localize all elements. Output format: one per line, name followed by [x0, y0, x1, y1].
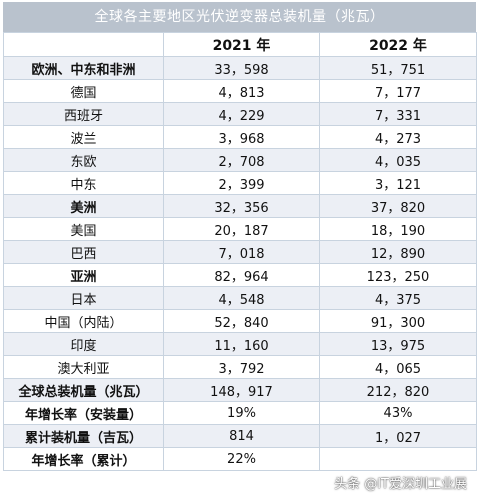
table-row: 东欧 2，708 4，035 — [3, 148, 477, 172]
row-label: 全球总装机量（兆瓦） — [3, 378, 164, 402]
installed-capacity-table: 2021 年 2022 年 欧洲、中东和非洲 33，598 51，751 德国 4，81… — [3, 32, 477, 471]
row-label: 中国（内陆） — [3, 309, 164, 333]
value-2021: 22% — [163, 447, 320, 471]
value-2021: 4，548 — [163, 286, 320, 310]
row-label: 累计装机量（吉瓦） — [3, 424, 164, 448]
row-label: 美国 — [3, 217, 164, 241]
value-2022: 7，331 — [319, 102, 477, 126]
value-2022: 13，975 — [319, 332, 477, 356]
table-row: 印度 11，160 13，975 — [3, 332, 477, 356]
watermark: 头条 @IT爱深圳工业展 — [334, 477, 467, 492]
value-2021: 20，187 — [163, 217, 320, 241]
row-label: 日本 — [3, 286, 164, 310]
value-2021: 3，968 — [163, 125, 320, 149]
value-2022: 51，751 — [319, 56, 477, 80]
table-title: 全球各主要地区光伏逆变器总装机量（兆瓦） — [3, 2, 476, 32]
table-row: 累计装机量（吉瓦） 814 1，027 — [3, 424, 477, 448]
value-2022: 4，273 — [319, 125, 477, 149]
row-label: 印度 — [3, 332, 164, 356]
value-2021: 32，356 — [163, 194, 320, 218]
row-label: 巴西 — [3, 240, 164, 264]
table-row: 波兰 3，968 4，273 — [3, 125, 477, 149]
row-label: 年增长率（累计） — [3, 447, 164, 471]
value-2021: 148，917 — [163, 378, 320, 402]
table-row: 全球总装机量（兆瓦） 148，917 212，820 — [3, 378, 477, 402]
value-2022: 3，121 — [319, 171, 477, 195]
value-2021: 4，813 — [163, 79, 320, 103]
table-row: 德国 4，813 7，177 — [3, 79, 477, 103]
header-year-2021: 2021 年 — [163, 32, 320, 57]
header-label-column — [3, 32, 164, 57]
value-2022: 123，250 — [319, 263, 477, 287]
table-row: 年增长率（安装量） 19% 43% — [3, 401, 477, 425]
table-row: 亚洲 82，964 123，250 — [3, 263, 477, 287]
value-2022: 18，190 — [319, 217, 477, 241]
value-2021: 814 — [163, 424, 320, 448]
value-2022: 7，177 — [319, 79, 477, 103]
value-2022: 12，890 — [319, 240, 477, 264]
value-2022: 43% — [319, 401, 477, 425]
table-row: 年增长率（累计） 22% — [3, 447, 477, 471]
value-2021: 52，840 — [163, 309, 320, 333]
row-label: 澳大利亚 — [3, 355, 164, 379]
row-label: 亚洲 — [3, 263, 164, 287]
value-2022: 212，820 — [319, 378, 477, 402]
table-row: 欧洲、中东和非洲 33，598 51，751 — [3, 56, 477, 80]
value-2021: 11，160 — [163, 332, 320, 356]
header-row: 2021 年 2022 年 — [3, 32, 477, 57]
value-2022 — [319, 447, 477, 471]
row-label: 波兰 — [3, 125, 164, 149]
row-label: 中东 — [3, 171, 164, 195]
row-label: 德国 — [3, 79, 164, 103]
table-body: 欧洲、中东和非洲 33，598 51，751 德国 4，813 7，177 西班牙 4，229… — [3, 56, 477, 471]
value-2022: 1，027 — [319, 424, 477, 448]
value-2022: 91，300 — [319, 309, 477, 333]
table-row: 西班牙 4，229 7，331 — [3, 102, 477, 126]
value-2021: 82，964 — [163, 263, 320, 287]
value-2021: 19% — [163, 401, 320, 425]
table-row: 中东 2，399 3，121 — [3, 171, 477, 195]
row-label: 年增长率（安装量） — [3, 401, 164, 425]
value-2022: 37，820 — [319, 194, 477, 218]
header-year-2022: 2022 年 — [319, 32, 477, 57]
table-row: 日本 4，548 4，375 — [3, 286, 477, 310]
value-2021: 2，708 — [163, 148, 320, 172]
table-row: 中国（内陆） 52，840 91，300 — [3, 309, 477, 333]
table-row: 美国 20，187 18，190 — [3, 217, 477, 241]
value-2021: 7，018 — [163, 240, 320, 264]
table-row: 巴西 7，018 12，890 — [3, 240, 477, 264]
value-2022: 4，065 — [319, 355, 477, 379]
value-2022: 4，375 — [319, 286, 477, 310]
table-row: 美洲 32，356 37，820 — [3, 194, 477, 218]
document: 全球各主要地区光伏逆变器总装机量（兆瓦） 2021 年 2022 年 欧洲、中东… — [3, 2, 477, 471]
row-label: 西班牙 — [3, 102, 164, 126]
value-2021: 4，229 — [163, 102, 320, 126]
row-label: 美洲 — [3, 194, 164, 218]
value-2021: 2，399 — [163, 171, 320, 195]
value-2021: 33，598 — [163, 56, 320, 80]
table-row: 澳大利亚 3，792 4，065 — [3, 355, 477, 379]
value-2021: 3，792 — [163, 355, 320, 379]
row-label: 东欧 — [3, 148, 164, 172]
row-label: 欧洲、中东和非洲 — [3, 56, 164, 80]
value-2022: 4，035 — [319, 148, 477, 172]
